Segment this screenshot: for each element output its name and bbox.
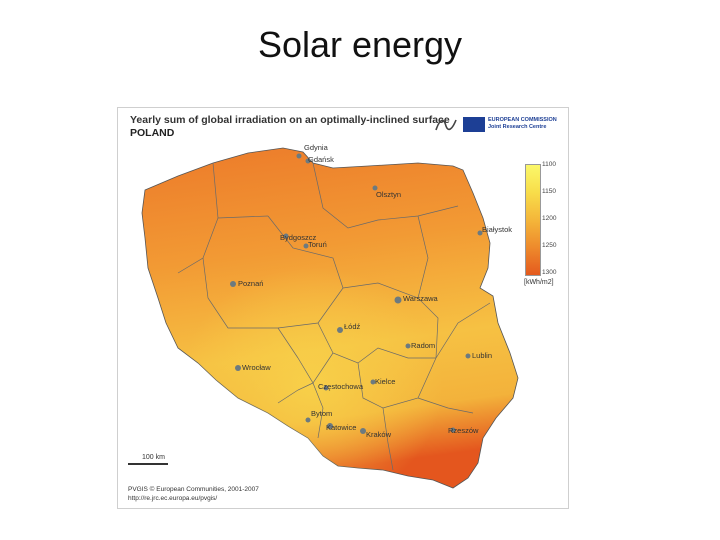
scale-bar (128, 463, 168, 465)
city-label-katowice: Katowice (326, 423, 356, 432)
city-label-kielce: Kielce (375, 377, 395, 386)
city-label-rzeszow: Rzeszów (448, 426, 479, 435)
city-label-lublin: Lublin (472, 351, 492, 360)
legend-tick: 1100 (542, 161, 556, 168)
legend-tick: 1250 (542, 242, 557, 249)
city-label-czestochowa: Częstochowa (318, 382, 364, 391)
city-label-wroclaw: Wrocław (242, 363, 271, 372)
org-name: EUROPEAN COMMISSION Joint Research Centr… (488, 117, 557, 131)
org-name-line1: EUROPEAN COMMISSION (488, 117, 557, 123)
city-label-bydgoszcz: Bydgoszcz (280, 233, 317, 242)
solar-irradiation-map: Gdynia Gdańsk Olsztyn Białystok Bydgoszc… (117, 107, 569, 509)
city-label-gdynia: Gdynia (304, 143, 329, 152)
city-markers (230, 153, 483, 434)
city-label-krakow: Kraków (366, 430, 392, 439)
city-label-torun: Toruń (308, 240, 327, 249)
legend-color-bar (525, 164, 541, 276)
org-name-line2: Joint Research Centre (488, 124, 547, 130)
eu-flag-icon (463, 117, 485, 132)
city-label-poznan: Poznań (238, 279, 263, 288)
city-label-warszawa: Warszawa (403, 294, 439, 303)
jrc-logo-icon (435, 119, 457, 131)
map-credit: PVGIS © European Communities, 2001-2007 (128, 486, 259, 493)
city-label-bytom: Bytom (311, 409, 332, 418)
legend-unit: [kWh/m2] (524, 279, 554, 286)
legend-tick: 1300 (542, 269, 557, 276)
map-subtitle: POLAND (130, 127, 175, 139)
city-label-lodz: Łódź (344, 322, 361, 331)
city-label-gdansk: Gdańsk (308, 155, 334, 164)
city-label-radom: Radom (411, 341, 435, 350)
city-labels: Gdynia Gdańsk Olsztyn Białystok Bydgoszc… (238, 143, 512, 439)
scale-bar-label: 100 km (142, 454, 165, 461)
region-borders (177, 162, 491, 471)
map-title: Yearly sum of global irradiation on an o… (130, 114, 450, 126)
poland-map-graphic: Gdynia Gdańsk Olsztyn Białystok Bydgoszc… (141, 143, 519, 489)
city-label-olsztyn: Olsztyn (376, 190, 401, 199)
city-label-bialystok: Białystok (482, 225, 512, 234)
legend-tick: 1200 (542, 215, 557, 222)
legend-tick: 1150 (542, 188, 556, 195)
slide-title: Solar energy (257, 24, 463, 65)
map-source-url: http://re.jrc.ec.europa.eu/pvgis/ (128, 495, 218, 502)
